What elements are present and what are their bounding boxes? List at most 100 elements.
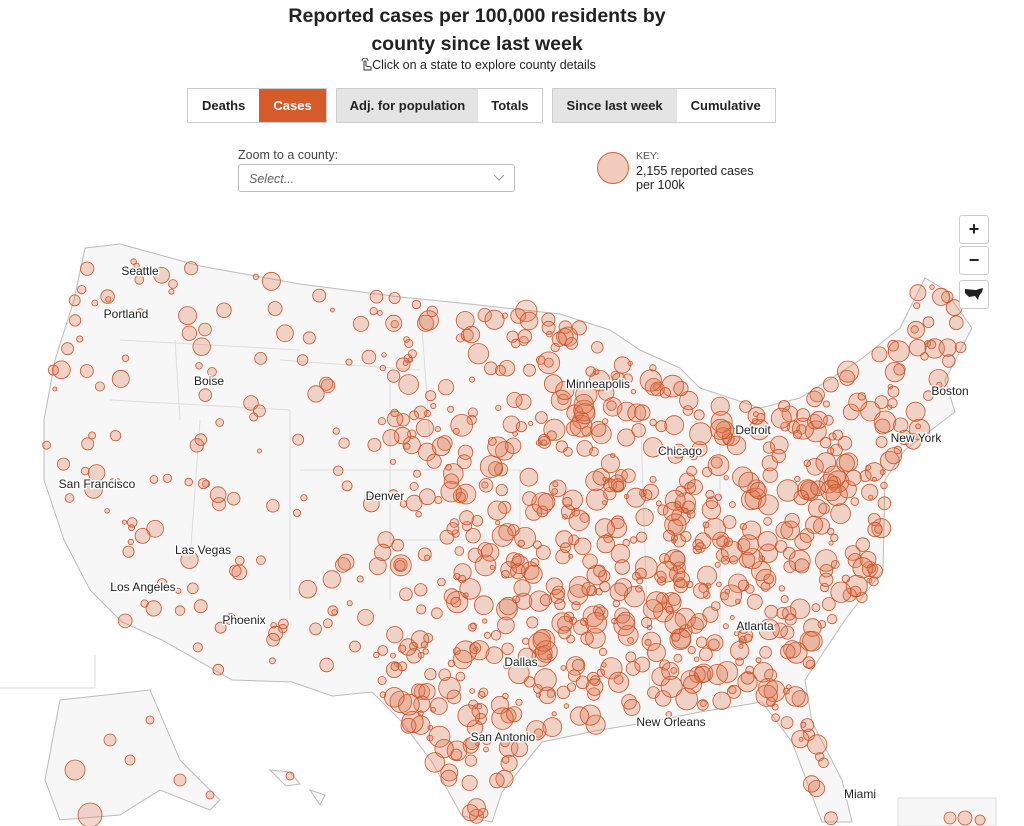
case-bubble: [399, 587, 413, 601]
case-bubble: [563, 611, 575, 623]
case-bubble: [528, 590, 551, 612]
case-bubble: [697, 565, 718, 586]
case-bubble: [537, 645, 553, 661]
case-bubble: [652, 383, 661, 392]
case-bubble: [696, 636, 708, 648]
case-bubble: [541, 312, 556, 327]
us-icon: [965, 288, 983, 300]
case-bubble: [376, 310, 383, 316]
case-bubble: [562, 496, 573, 508]
toggle-button[interactable]: Since last week: [552, 89, 677, 122]
reset-us[interactable]: [959, 280, 989, 309]
case-bubble: [519, 467, 539, 487]
case-bubble: [322, 618, 333, 629]
case-bubble: [556, 685, 571, 700]
case-bubble: [760, 581, 771, 592]
case-bubble: [815, 452, 837, 473]
case-bubble: [634, 656, 651, 673]
case-bubble: [268, 657, 276, 665]
case-bubble: [587, 687, 601, 701]
case-bubble: [558, 326, 579, 347]
zoom-in[interactable]: +: [959, 215, 989, 244]
case-bubble: [512, 553, 525, 566]
case-bubble: [489, 772, 505, 789]
case-bubble: [554, 598, 566, 611]
case-bubble: [585, 611, 607, 634]
city-label: Atlanta: [736, 619, 774, 633]
case-bubble: [893, 417, 909, 433]
case-bubble: [485, 646, 504, 664]
case-bubble: [481, 481, 489, 489]
case-bubble: [758, 543, 779, 563]
case-bubble: [845, 469, 862, 486]
toggle-button[interactable]: Deaths: [188, 89, 260, 122]
county-select[interactable]: Select...: [238, 164, 515, 192]
case-bubble: [504, 437, 522, 455]
case-bubble: [198, 322, 212, 337]
case-bubble: [184, 477, 193, 487]
case-bubble: [415, 511, 422, 518]
case-bubble: [510, 308, 526, 324]
case-bubble: [665, 711, 672, 718]
case-bubble: [794, 475, 801, 483]
case-bubble: [741, 548, 764, 570]
case-bubble: [865, 464, 872, 471]
case-bubble: [868, 494, 874, 500]
case-bubble: [498, 523, 517, 541]
case-bubble: [722, 623, 729, 630]
case-bubble: [818, 757, 829, 769]
case-bubble: [434, 738, 454, 759]
zoom-out[interactable]: −: [959, 246, 989, 275]
case-bubble: [896, 429, 913, 446]
city-label: San Francisco: [59, 477, 136, 491]
case-bubble: [569, 706, 590, 726]
case-bubble: [875, 436, 888, 448]
case-bubble: [533, 728, 544, 738]
case-bubble: [608, 474, 627, 493]
toggle-button[interactable]: Totals: [478, 89, 542, 122]
case-bubble: [266, 632, 280, 647]
case-bubble: [278, 618, 289, 630]
case-bubble: [397, 644, 407, 653]
zoom-label: Zoom to a county:: [238, 148, 339, 162]
case-bubble: [551, 488, 558, 495]
toggle-button[interactable]: Adj. for population: [336, 89, 479, 122]
case-bubble: [145, 600, 162, 617]
case-bubble: [693, 409, 705, 421]
case-bubble: [552, 481, 559, 488]
case-bubble: [555, 440, 568, 453]
case-bubble: [617, 625, 639, 646]
case-bubble: [411, 299, 421, 310]
case-bubble: [403, 442, 411, 450]
case-bubble: [409, 410, 420, 421]
toggle-button[interactable]: Cumulative: [676, 89, 775, 122]
case-bubble: [377, 531, 395, 549]
case-bubble: [877, 496, 892, 511]
case-bubble: [374, 543, 392, 562]
case-bubble: [127, 538, 134, 546]
case-bubble: [214, 621, 227, 634]
case-bubble: [572, 658, 585, 672]
case-bubble: [614, 607, 631, 624]
case-bubble: [702, 521, 710, 529]
case-bubble: [635, 585, 643, 593]
case-bubble: [728, 573, 748, 594]
case-bubble: [320, 378, 336, 394]
case-bubble: [423, 409, 431, 418]
case-bubble: [266, 499, 280, 513]
case-bubble: [850, 497, 860, 506]
case-bubble: [292, 433, 305, 446]
case-bubble: [91, 299, 99, 307]
case-bubble: [146, 519, 164, 538]
case-bubble: [337, 553, 355, 571]
case-bubble: [431, 436, 451, 456]
case-bubble: [623, 698, 641, 716]
case-bubble: [140, 265, 150, 275]
case-bubble: [531, 646, 552, 667]
toggle-button[interactable]: Cases: [259, 89, 326, 122]
case-bubble: [693, 665, 712, 684]
case-bubble: [611, 617, 618, 625]
case-bubble: [887, 339, 899, 352]
